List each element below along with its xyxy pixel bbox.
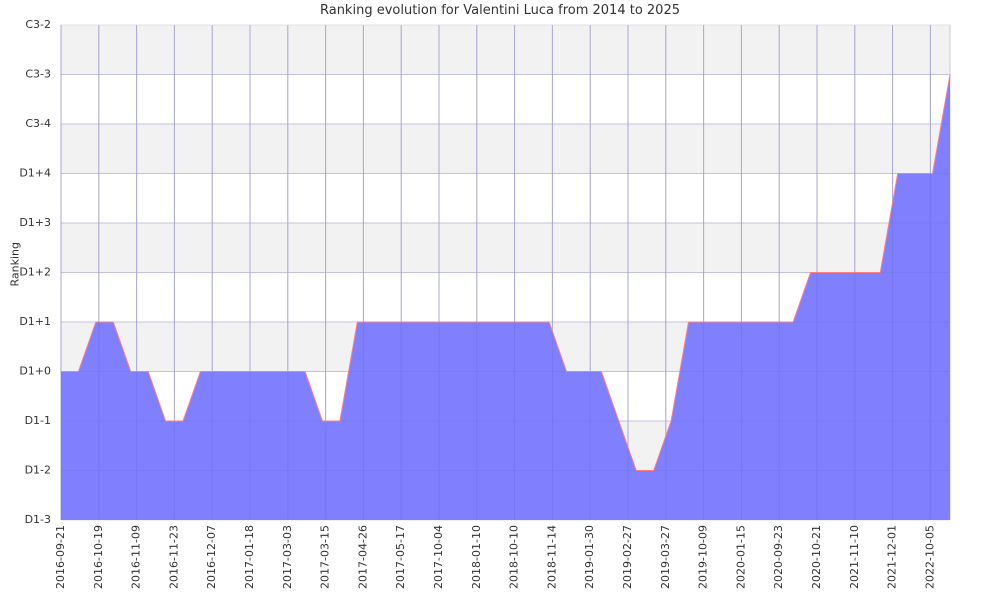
x-tick-label: 2016-09-21 bbox=[54, 525, 67, 589]
y-tick-label: D1+3 bbox=[19, 216, 51, 229]
x-tick-labels: 2016-09-21 2016-10-19 2016-11-09 2016-11-23… bbox=[54, 525, 936, 589]
x-tick-label: 2021-11-10 bbox=[848, 525, 861, 589]
x-tick-label: 2017-05-17 bbox=[394, 525, 407, 589]
y-tick-label: C3-3 bbox=[25, 68, 51, 81]
x-tick-label: 2017-10-04 bbox=[432, 525, 445, 589]
x-tick-label: 2020-10-21 bbox=[810, 525, 823, 589]
x-tick-label: 2017-03-03 bbox=[281, 525, 294, 589]
x-tick-label: 2020-01-15 bbox=[734, 525, 747, 589]
x-tick-label: 2018-11-14 bbox=[545, 525, 558, 589]
x-tick-label: 2018-10-10 bbox=[508, 525, 521, 589]
y-tick-labels: D1-3 D1-2 D1-1 D1+0 D1+1 D1+2 D1+3 D1+4 C3-4 C3-3… bbox=[19, 18, 51, 526]
y-tick-label: D1+1 bbox=[19, 315, 51, 328]
x-tick-label: 2017-04-26 bbox=[356, 525, 369, 589]
x-tick-label: 2019-01-30 bbox=[583, 525, 596, 589]
x-tick-label: 2016-11-23 bbox=[167, 525, 180, 589]
y-tick-label: D1-3 bbox=[25, 513, 51, 526]
y-tick-label: C3-2 bbox=[25, 18, 51, 31]
x-tick-label: 2017-03-15 bbox=[319, 525, 332, 589]
x-tick-label: 2019-02-27 bbox=[621, 525, 634, 589]
y-axis-label: Ranking bbox=[9, 253, 22, 287]
x-tick-label: 2017-01-18 bbox=[243, 525, 256, 589]
y-tick-label: D1+4 bbox=[19, 167, 51, 180]
y-tick-label: D1-1 bbox=[25, 414, 51, 427]
y-tick-label: D1+2 bbox=[19, 266, 51, 279]
x-tick-label: 2019-03-27 bbox=[659, 525, 672, 589]
x-tick-label: 2021-12-01 bbox=[886, 525, 899, 589]
x-tick-label: 2020-09-23 bbox=[772, 525, 785, 589]
x-tick-label: 2016-11-09 bbox=[130, 525, 143, 589]
x-tick-label: 2016-10-19 bbox=[92, 525, 105, 589]
x-tick-label: 2016-12-07 bbox=[205, 525, 218, 589]
y-tick-label: D1+0 bbox=[19, 365, 51, 378]
chart-title: Ranking evolution for Valentini Luca fro… bbox=[0, 3, 1000, 18]
y-tick-label: D1-2 bbox=[25, 464, 51, 477]
y-tick-label: C3-4 bbox=[25, 117, 51, 130]
x-tick-label: 2019-10-09 bbox=[697, 525, 710, 589]
x-tick-label: 2018-01-10 bbox=[470, 525, 483, 589]
x-tick-label: 2022-10-05 bbox=[923, 525, 936, 589]
